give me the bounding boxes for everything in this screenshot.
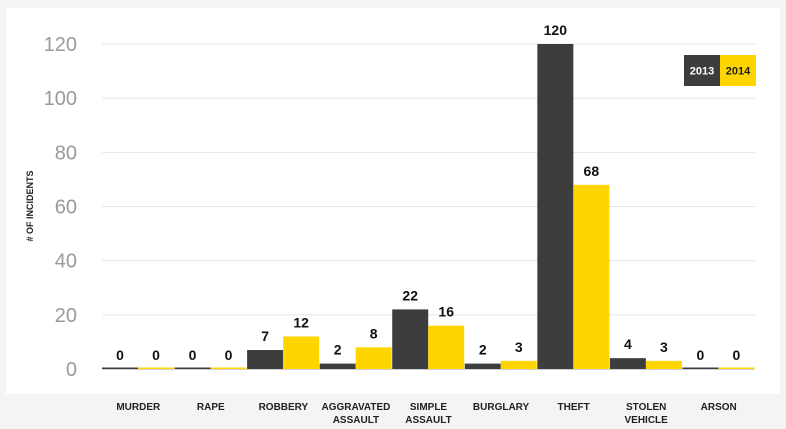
x-tick-label-line: ROBBERY [259,402,309,413]
data-label-2013: 22 [402,287,418,303]
x-tick-label: THEFT [558,402,590,413]
data-label-2013: 120 [544,22,568,38]
data-label-2013: 2 [334,342,342,358]
y-tick-label: 0 [66,359,77,381]
data-label-2014: 0 [225,347,233,363]
x-tick-label: BURGLARY [473,402,530,413]
y-tick-label: 80 [55,142,77,164]
data-label-2014: 16 [438,304,454,320]
y-tick-label: 60 [55,197,77,219]
data-label-2013: 4 [624,336,632,352]
bar-2013 [609,358,646,369]
x-tick-label: RAPE [197,402,225,413]
bar-2013 [682,367,719,369]
bar-2014 [718,367,755,369]
data-label-2013: 0 [189,347,197,363]
legend-swatch-2013 [684,55,720,86]
x-tick-label-line: ASSAULT [405,415,451,426]
x-tick-label-line: MURDER [116,402,161,413]
data-label-2014: 0 [152,347,160,363]
bar-2013 [102,367,138,369]
bar-2013 [537,44,574,369]
data-label-2013: 7 [261,328,269,344]
data-label-2013: 2 [479,342,487,358]
data-label-2014: 12 [293,315,309,331]
x-tick-label-line: THEFT [558,402,590,413]
x-tick-label: ROBBERY [259,402,309,413]
y-tick-label: 100 [44,88,77,110]
bar-2013 [319,363,356,369]
bar-2014 [428,325,465,369]
legend-swatch-2014 [720,55,756,86]
x-tick-label-line: BURGLARY [473,402,530,413]
data-label-2014: 8 [370,325,378,341]
x-tick-label-line: VEHICLE [624,415,668,426]
y-axis-label: # OF INCIDENTS [25,170,35,241]
bar-2014 [210,367,247,369]
x-tick-label: STOLEN VEHICLE [624,402,668,426]
bar-2013 [392,309,429,369]
data-label-2013: 0 [116,347,124,363]
x-tick-label: AGGRAVATED ASSAULT [321,402,390,426]
bar-2014 [645,360,682,369]
legend-label-2013: 2013 [690,66,714,78]
x-tick-label: SIMPLE ASSAULT [405,402,451,426]
x-tick-label-line: STOLEN [626,402,666,413]
x-tick-label: ARSON [701,402,737,413]
legend-label-2014: 2014 [726,66,751,78]
bar-2014 [138,367,174,369]
data-label-2014: 3 [660,339,668,355]
x-tick-label-line: AGGRAVATED [321,402,390,413]
x-tick-label: MURDER [116,402,161,413]
x-tick-label-line: ASSAULT [333,415,379,426]
bar-2014 [283,336,320,369]
bar-2014 [573,184,610,369]
x-tick-label-line: SIMPLE [410,402,448,413]
bar-2013 [464,363,501,369]
y-tick-label: 40 [55,251,77,273]
bar-2013 [247,350,284,369]
bar-2013 [174,367,211,369]
bar-2014 [355,347,392,369]
y-tick-label: 120 [44,34,77,56]
data-label-2014: 0 [733,347,741,363]
data-label-2013: 0 [697,347,705,363]
data-label-2014: 68 [584,163,600,179]
data-label-2014: 3 [515,339,523,355]
x-tick-label-line: ARSON [701,402,737,413]
y-tick-label: 20 [55,305,77,327]
x-tick-label-line: RAPE [197,402,225,413]
bar-2014 [500,360,537,369]
